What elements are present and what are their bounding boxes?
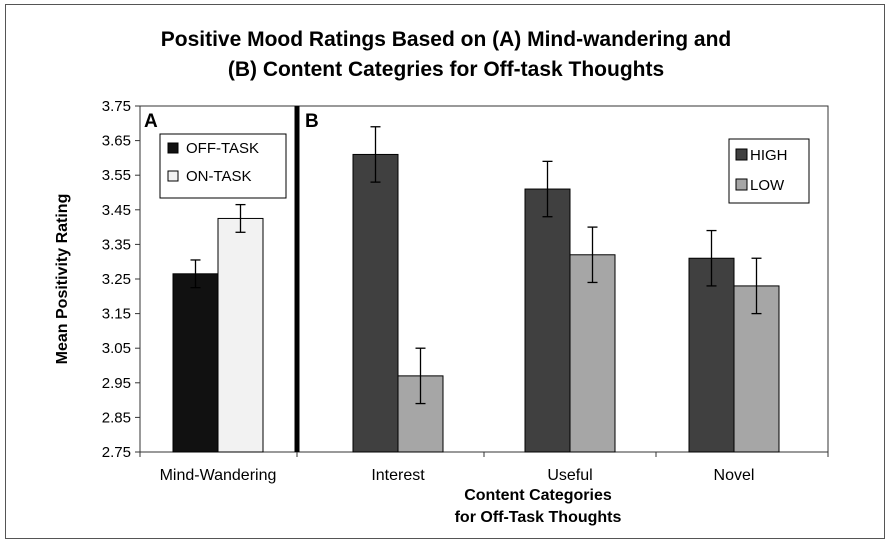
- legend-swatch-high: [735, 148, 748, 161]
- y-tick-label: 3.75: [102, 98, 131, 115]
- bar-low: [569, 254, 616, 453]
- y-tick-label: 2.95: [102, 375, 131, 392]
- y-tick-label: 3.05: [102, 340, 131, 357]
- bar-high: [524, 188, 571, 453]
- x-tick-label: Interest: [371, 467, 425, 484]
- figure-frame: [5, 4, 885, 539]
- chart-title-line-2: (B) Content Categries for Off-task Thoug…: [227, 58, 665, 81]
- x-tick-label: Useful: [547, 467, 592, 484]
- bar-on-task: [217, 217, 264, 453]
- y-tick-label: 3.55: [102, 167, 131, 184]
- x-tick-label: Mind-Wandering: [160, 467, 277, 484]
- chart-title-line-1: Positive Mood Ratings Based on (A) Mind-…: [160, 28, 732, 51]
- y-tick-label: 3.35: [102, 236, 131, 253]
- x-axis-label-line: Content Categories: [464, 487, 612, 504]
- x-axis-label-line: for Off-Task Thoughts: [455, 509, 622, 526]
- x-tick-label: Novel: [714, 467, 755, 484]
- y-tick-label: 3.25: [102, 271, 131, 288]
- bar-high: [352, 153, 399, 453]
- y-axis-label: Mean Positivity Rating: [54, 194, 71, 365]
- panel-label-b: B: [305, 111, 319, 132]
- legend-label-high: HIGH: [750, 147, 788, 164]
- bar-high: [688, 257, 735, 453]
- y-tick-label: 2.75: [102, 444, 131, 461]
- legend-swatch-off-task: [167, 142, 179, 154]
- panel-label-a: A: [144, 111, 158, 132]
- bar-off-task: [172, 273, 219, 453]
- y-tick-label: 3.65: [102, 133, 131, 150]
- y-tick-label: 2.85: [102, 409, 131, 426]
- y-tick-label: 3.15: [102, 306, 131, 323]
- legend-label-off-task: OFF-TASK: [186, 140, 259, 157]
- legend-swatch-low: [735, 178, 748, 191]
- legend-label-on-task: ON-TASK: [186, 168, 252, 185]
- legend-label-low: LOW: [750, 177, 785, 194]
- legend-a-box: [159, 133, 287, 199]
- legend-swatch-on-task: [167, 170, 179, 182]
- y-tick-label: 3.45: [102, 202, 131, 219]
